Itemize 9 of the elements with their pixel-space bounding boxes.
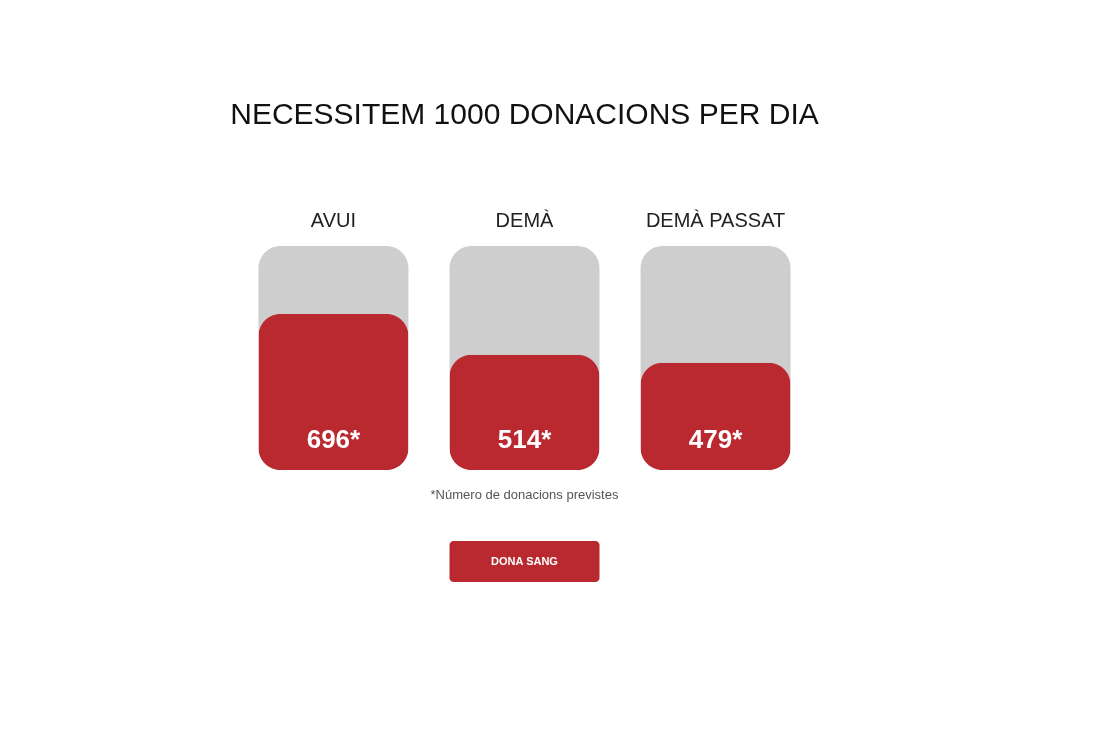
data-label: 479* xyxy=(688,424,744,454)
text: *Número de donacions previstes xyxy=(430,487,619,502)
data-label: 696* xyxy=(306,424,362,454)
x-tick-label: AVUI xyxy=(310,208,357,231)
text: DONA SANG xyxy=(491,554,558,567)
data-label: 514* xyxy=(497,424,553,454)
x-tick-label: DEMÀ PASSAT xyxy=(645,208,786,231)
x-tick-label: DEMÀ xyxy=(495,208,555,231)
chart-title: NECESSITEM 1000 DONACIONS PER DIA xyxy=(230,97,819,130)
